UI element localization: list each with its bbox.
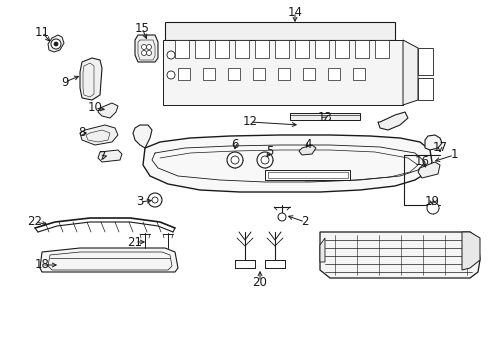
- Text: 15: 15: [134, 22, 149, 35]
- Polygon shape: [254, 40, 268, 58]
- Circle shape: [261, 156, 268, 164]
- Text: 21: 21: [127, 235, 142, 248]
- Circle shape: [152, 197, 158, 203]
- Polygon shape: [142, 135, 431, 192]
- Polygon shape: [235, 40, 248, 58]
- Polygon shape: [203, 68, 215, 80]
- Polygon shape: [278, 68, 289, 80]
- Polygon shape: [252, 68, 264, 80]
- Polygon shape: [327, 68, 339, 80]
- Text: 20: 20: [252, 275, 267, 288]
- Polygon shape: [40, 248, 178, 272]
- Text: 8: 8: [78, 126, 85, 139]
- Text: 11: 11: [35, 26, 49, 39]
- Polygon shape: [133, 125, 152, 148]
- Polygon shape: [374, 40, 388, 58]
- Text: 19: 19: [424, 195, 439, 208]
- Polygon shape: [164, 22, 394, 40]
- Polygon shape: [377, 112, 407, 130]
- Text: 16: 16: [414, 156, 428, 168]
- Circle shape: [167, 71, 175, 79]
- Text: 13: 13: [317, 112, 332, 125]
- Circle shape: [148, 193, 162, 207]
- Text: 6: 6: [231, 139, 238, 152]
- Polygon shape: [98, 150, 122, 162]
- Polygon shape: [303, 68, 314, 80]
- Circle shape: [146, 45, 151, 49]
- Polygon shape: [135, 35, 158, 62]
- Polygon shape: [461, 232, 479, 270]
- Polygon shape: [298, 145, 315, 155]
- Polygon shape: [163, 40, 402, 105]
- Circle shape: [278, 213, 285, 221]
- Polygon shape: [294, 40, 308, 58]
- Circle shape: [51, 39, 61, 49]
- Polygon shape: [195, 40, 208, 58]
- Polygon shape: [48, 35, 64, 52]
- Text: 9: 9: [61, 76, 69, 89]
- Polygon shape: [424, 135, 441, 150]
- Polygon shape: [354, 40, 368, 58]
- Text: 14: 14: [287, 5, 302, 18]
- Polygon shape: [334, 40, 348, 58]
- Polygon shape: [319, 232, 479, 278]
- Text: 18: 18: [35, 258, 49, 271]
- Text: 7: 7: [99, 150, 106, 163]
- Polygon shape: [178, 68, 190, 80]
- Polygon shape: [98, 103, 118, 118]
- Polygon shape: [264, 170, 349, 180]
- Polygon shape: [215, 40, 228, 58]
- Circle shape: [426, 202, 438, 214]
- Text: 17: 17: [431, 141, 447, 154]
- Polygon shape: [402, 40, 417, 105]
- Polygon shape: [274, 40, 288, 58]
- Polygon shape: [227, 68, 240, 80]
- Circle shape: [226, 152, 243, 168]
- Polygon shape: [289, 113, 359, 120]
- Polygon shape: [417, 162, 439, 178]
- Polygon shape: [80, 58, 102, 100]
- Circle shape: [257, 152, 272, 168]
- Text: 3: 3: [136, 195, 143, 208]
- Text: 1: 1: [449, 148, 457, 162]
- Polygon shape: [80, 125, 118, 145]
- Polygon shape: [417, 78, 432, 100]
- Polygon shape: [319, 238, 325, 262]
- Polygon shape: [175, 40, 189, 58]
- Circle shape: [146, 50, 151, 55]
- Text: 4: 4: [304, 139, 311, 152]
- Text: 22: 22: [27, 216, 42, 229]
- Text: 2: 2: [301, 216, 308, 229]
- Polygon shape: [314, 40, 328, 58]
- Text: 10: 10: [87, 102, 102, 114]
- Circle shape: [141, 45, 146, 49]
- Polygon shape: [352, 68, 364, 80]
- Text: 12: 12: [242, 116, 257, 129]
- Circle shape: [230, 156, 239, 164]
- Circle shape: [141, 50, 146, 55]
- Text: 5: 5: [266, 145, 273, 158]
- Polygon shape: [417, 48, 432, 75]
- Circle shape: [167, 51, 175, 59]
- Circle shape: [54, 42, 58, 46]
